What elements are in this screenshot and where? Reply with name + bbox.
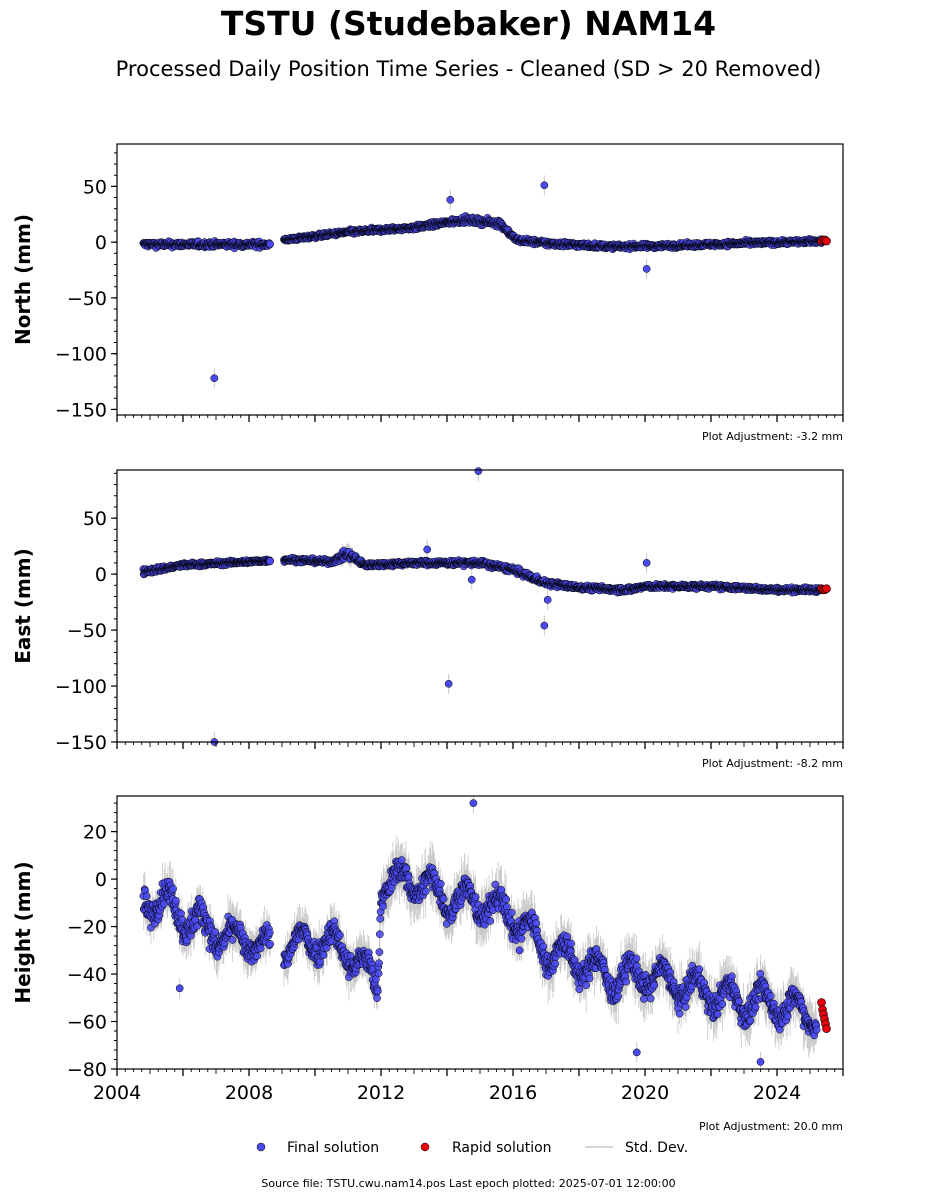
north-final-points [139, 181, 827, 383]
y-tick-label: −100 [55, 344, 107, 366]
time-series-figure: 50 0 −50 −100 −150 North (mm) Plot Adjustmen… [11, 143, 844, 1156]
rapid-point [822, 236, 831, 246]
chart-subtitle: Processed Daily Position Time Series - C… [0, 57, 937, 81]
final-point [266, 240, 274, 249]
north-stddev-bars [142, 175, 824, 389]
north-panel: 50 0 −50 −100 −150 North (mm) Plot Adjustmen… [11, 143, 844, 443]
east-panel: 500−50−100−150 East (mm) Plot Adjustment… [11, 467, 844, 770]
north-axes: 50 0 −50 −100 −150 [55, 143, 844, 422]
y-tick-label: −150 [55, 399, 107, 421]
plot-frame [116, 143, 844, 416]
final-outlier-point [540, 181, 549, 190]
y-tick-label: −50 [67, 288, 107, 310]
north-plot-adjustment: Plot Adjustment: -3.2 mm [702, 430, 843, 443]
chart-title: TSTU (Studebaker) NAM14 [0, 4, 937, 43]
y-tick-label: 50 [83, 176, 107, 198]
final-outlier-point [210, 374, 219, 383]
y-tick-label: 0 [95, 232, 107, 254]
east-stddev-bars [142, 470, 824, 742]
final-outlier-point [446, 195, 455, 204]
north-ylabel: North (mm) [11, 214, 35, 345]
north-rapid-points [817, 235, 831, 246]
final-outlier-point [642, 265, 651, 273]
